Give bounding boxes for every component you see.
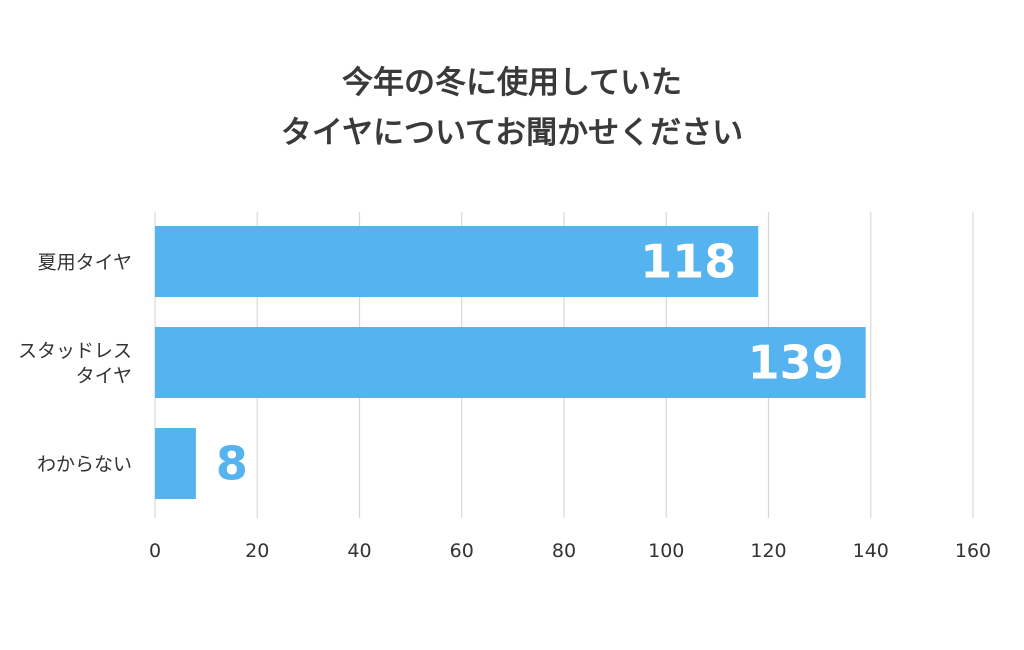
x-tick-label: 80 [552,540,576,562]
chart-title-line-1: 今年の冬に使用していた [341,65,683,101]
chart-title: 今年の冬に使用していた タイヤについてお聞かせください [0,58,1024,158]
x-tick-label: 160 [955,540,991,562]
x-tick-label: 120 [750,540,786,562]
x-tick-label: 40 [347,540,371,562]
x-tick-label: 60 [450,540,474,562]
data-label: 8 [216,437,248,491]
category-label: わからない [37,454,132,476]
bar [155,226,759,297]
category-label: タイヤ [76,365,132,387]
category-label: スタッドレス [18,340,132,362]
bar [155,428,196,499]
x-tick-label: 100 [648,540,684,562]
chart-title-line-2: タイヤについてお聞かせください [280,115,744,151]
x-tick-label: 20 [245,540,269,562]
x-tick-label: 0 [149,540,161,562]
data-label: 118 [640,235,736,289]
data-label: 139 [748,336,844,390]
bar [155,327,866,398]
category-label: 夏用タイヤ [38,252,132,274]
x-tick-label: 140 [853,540,889,562]
